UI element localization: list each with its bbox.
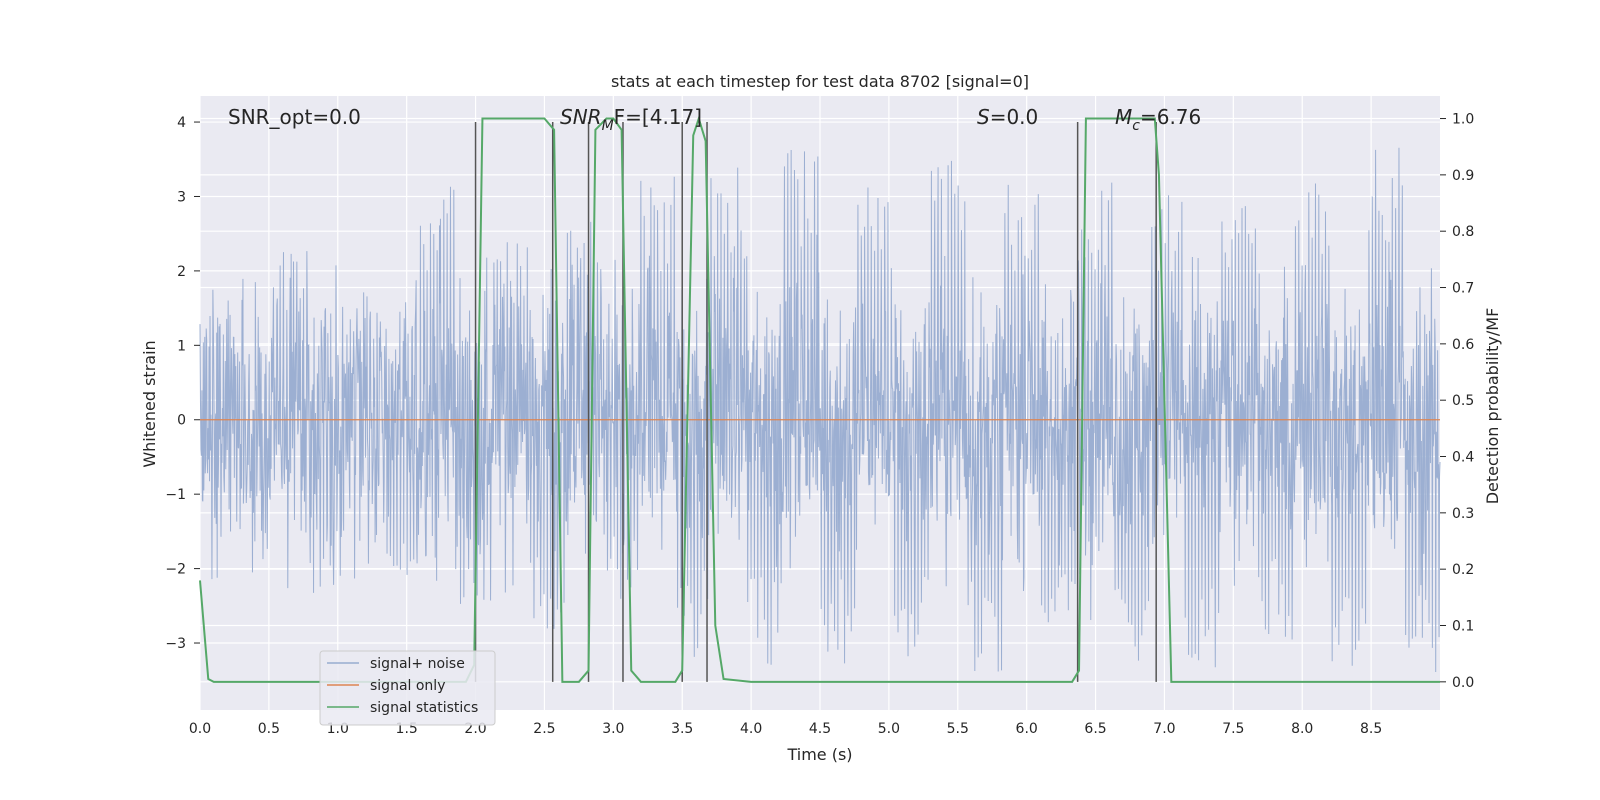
legend-label-signal-statistics: signal statistics: [370, 700, 478, 716]
legend: signal+ noise signal only signal statist…: [319, 650, 496, 726]
x-tick-label: 4.5: [809, 721, 831, 737]
x-tick-label: 7.0: [1153, 721, 1175, 737]
x-tick-label: 6.5: [1084, 721, 1106, 737]
y2-tick-label: 0.3: [1452, 506, 1474, 522]
annotation-snr-mf-name: SNR: [560, 105, 602, 129]
y2-tick-label: 0.4: [1452, 450, 1474, 466]
y2-tick-label: 0.6: [1452, 337, 1474, 353]
x-tick-label: 5.0: [878, 721, 900, 737]
annotation-snr-mf-tail: F=[4.17]: [614, 105, 702, 129]
signal-noise-series: [199, 147, 1441, 673]
y-tick-label: −3: [165, 636, 186, 652]
annotation-snr-mf-sub: M: [602, 118, 614, 134]
x-tick-label: 0.5: [258, 721, 280, 737]
legend-box: [319, 650, 496, 726]
y-tick-label: 0: [177, 413, 186, 429]
x-tick-label: 7.5: [1222, 721, 1244, 737]
annotation-mc-sub: c: [1132, 118, 1140, 134]
y-tick-label: 1: [177, 338, 186, 354]
annotation-s: S=0.0: [977, 105, 1038, 129]
x-tick-label: 5.5: [947, 721, 969, 737]
y2-axis-ticks: 1.0 0.9 0.8 0.7 0.6 0.5 0.4 0.3 0.2 0.1 0.0: [1440, 112, 1474, 691]
annotation-mc-name: M: [1115, 105, 1132, 129]
x-tick-label: 6.0: [1016, 721, 1038, 737]
annotation-snr-opt: SNR_opt=0.0: [228, 105, 361, 129]
y2-tick-label: 0.0: [1452, 675, 1474, 691]
y2-tick-label: 0.8: [1452, 224, 1474, 240]
y-tick-label: −2: [165, 562, 186, 578]
chart-title: stats at each timestep for test data 870…: [611, 72, 1029, 91]
annotation-mc-value: =6.76: [1140, 105, 1201, 129]
annotation-s-value: =0.0: [990, 105, 1039, 129]
legend-label-signal-only: signal only: [370, 678, 445, 694]
x-tick-label: 4.0: [740, 721, 762, 737]
x-tick-label: 0.0: [189, 721, 211, 737]
y2-tick-label: 0.9: [1452, 168, 1474, 184]
y2-tick-label: 0.7: [1452, 281, 1474, 297]
y-axis-ticks: 4 3 2 1 0 −1 −2 −3: [165, 115, 200, 652]
x-tick-label: 8.5: [1360, 721, 1382, 737]
signal-noise-line: [199, 147, 1441, 673]
y2-tick-label: 0.5: [1452, 393, 1474, 409]
x-tick-label: 8.0: [1291, 721, 1313, 737]
y2-axis-label: Detection probability/MF: [1483, 308, 1502, 505]
annotation-s-name: S: [977, 105, 990, 129]
y-tick-label: 2: [177, 264, 186, 280]
y-tick-label: −1: [165, 487, 186, 503]
y-tick-label: 3: [177, 189, 186, 205]
legend-label-signal-noise: signal+ noise: [370, 656, 465, 672]
annotation-mc: Mc=6.76: [1115, 105, 1201, 134]
x-tick-label: 2.5: [533, 721, 555, 737]
y-tick-label: 4: [177, 115, 186, 131]
y2-tick-label: 0.1: [1452, 619, 1474, 635]
x-axis-label: Time (s): [786, 745, 852, 764]
x-tick-label: 3.0: [602, 721, 624, 737]
y2-tick-label: 0.2: [1452, 562, 1474, 578]
y2-tick-label: 1.0: [1452, 112, 1474, 128]
annotation-snr-mf: SNRMF=[4.17]: [560, 105, 702, 134]
x-tick-label: 3.5: [671, 721, 693, 737]
y-axis-label: Whitened strain: [140, 340, 159, 467]
